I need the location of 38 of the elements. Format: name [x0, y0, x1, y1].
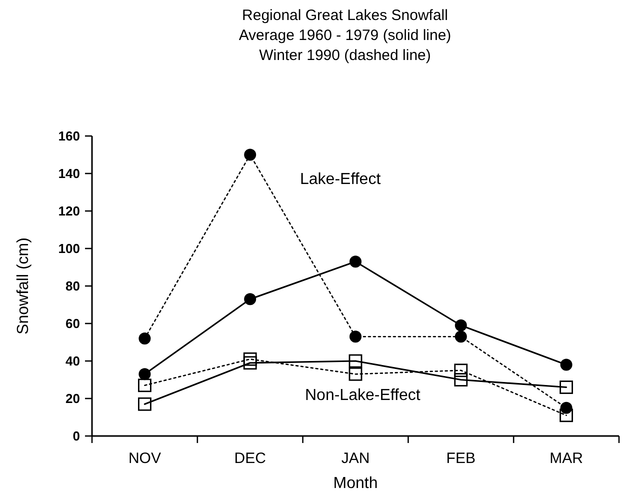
point — [138, 378, 152, 392]
x-tick-label: DEC — [234, 450, 266, 467]
point — [138, 368, 151, 380]
point — [244, 148, 256, 161]
y-tick-label: 120 — [58, 204, 80, 219]
point — [350, 256, 362, 268]
point — [348, 354, 362, 368]
y-tick-label: 160 — [58, 128, 80, 144]
point — [454, 373, 468, 386]
y-tick-label: 0 — [72, 428, 80, 444]
point — [454, 330, 467, 343]
point — [348, 367, 362, 381]
point — [350, 330, 362, 343]
y-tick-label: 40 — [66, 354, 80, 369]
y-tick-label: 140 — [58, 166, 80, 182]
point — [138, 397, 152, 411]
y-tick-label: 80 — [66, 278, 80, 294]
point — [560, 358, 572, 371]
y-tick-label: 100 — [58, 241, 80, 256]
chart-title: Regional Great Lakes Snowfall Average 1960 - 1979 (solid line) Winter 1990 (dashed line) — [238, 7, 452, 64]
x-tick-label: MAR — [550, 450, 584, 467]
point — [244, 293, 256, 306]
y-axis-title: Snowfall (cm) — [15, 238, 32, 334]
x-tick-label: JAN — [341, 450, 370, 467]
point — [454, 319, 467, 332]
annotation: Lake-Effect — [300, 171, 382, 188]
x-axis-title: Month — [333, 475, 378, 492]
point — [243, 356, 257, 370]
point — [560, 408, 573, 422]
point — [454, 364, 468, 378]
point — [560, 380, 573, 394]
y-tick-label: 20 — [66, 391, 80, 406]
x-tick-label: FEB — [446, 450, 476, 467]
point — [243, 352, 257, 366]
y-tick-label: 60 — [66, 316, 80, 332]
point — [138, 332, 151, 344]
x-tick-label: NOV — [128, 450, 161, 467]
annotation: Non-Lake-Effect — [305, 387, 421, 404]
